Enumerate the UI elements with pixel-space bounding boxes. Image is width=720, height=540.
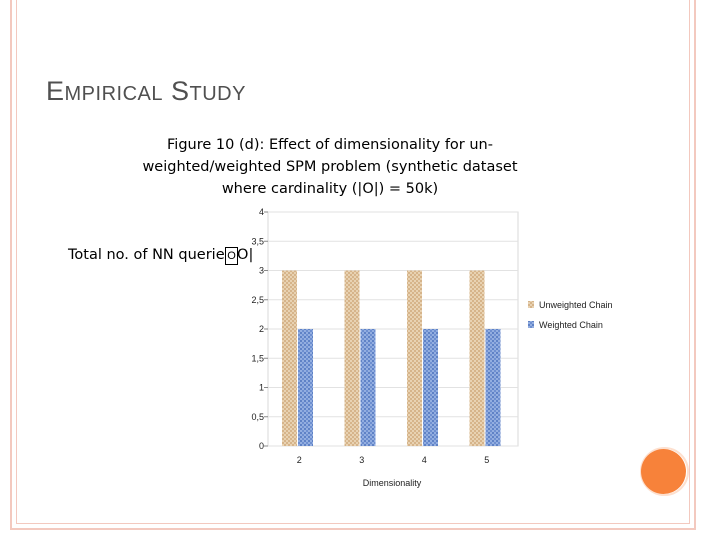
legend-swatch (528, 321, 534, 328)
bars (282, 270, 501, 446)
x-tick-label: 3 (359, 455, 364, 465)
x-tick-label: 2 (297, 455, 302, 465)
legend-label: Unweighted Chain (539, 300, 613, 310)
x-ticks: 2 3 4 5 (297, 455, 490, 465)
legend-swatch (528, 301, 534, 308)
bar-weighted-2 (298, 329, 313, 446)
chart-title: Figure 10 (d): Effect of dimensionality … (142, 137, 518, 197)
bar-weighted-4 (423, 329, 438, 446)
bar-unweighted-5 (469, 270, 485, 446)
y-tick-label: 1 (259, 383, 264, 393)
y-tick-label: 3,5 (251, 236, 264, 246)
y-tick-label: 0 (259, 441, 264, 451)
slide-frame-inner (16, 0, 690, 524)
y-ticks: 0 0,5 1 1,5 2 2,5 3 3,5 4 (251, 207, 268, 451)
decorative-dot (641, 449, 686, 494)
bar-unweighted-4 (407, 270, 422, 446)
y-axis-title-box: O (225, 247, 238, 265)
x-tick-label: 5 (484, 455, 489, 465)
legend-label: Weighted Chain (539, 320, 603, 330)
x-axis-title: Dimensionality (363, 478, 422, 488)
x-tick-label: 4 (422, 455, 427, 465)
slide-title: EMPIRICAL STUDY (46, 76, 246, 106)
y-tick-label: 1,5 (251, 353, 264, 363)
bar-unweighted-2 (282, 270, 297, 446)
bar-weighted-3 (360, 329, 376, 446)
bar-weighted-5 (485, 329, 501, 446)
y-tick-label: 0,5 (251, 412, 264, 422)
bar-unweighted-3 (344, 270, 360, 446)
y-tick-label: 3 (259, 266, 264, 276)
y-tick-label: 4 (259, 207, 264, 217)
y-tick-label: 2 (259, 324, 264, 334)
slide-frame-outer (10, 0, 696, 530)
y-tick-label: 2,5 (251, 295, 264, 305)
y-axis-title: Total no. of NN queries|O| (68, 247, 254, 263)
legend: Unweighted Chain Weighted Chain (528, 300, 613, 330)
